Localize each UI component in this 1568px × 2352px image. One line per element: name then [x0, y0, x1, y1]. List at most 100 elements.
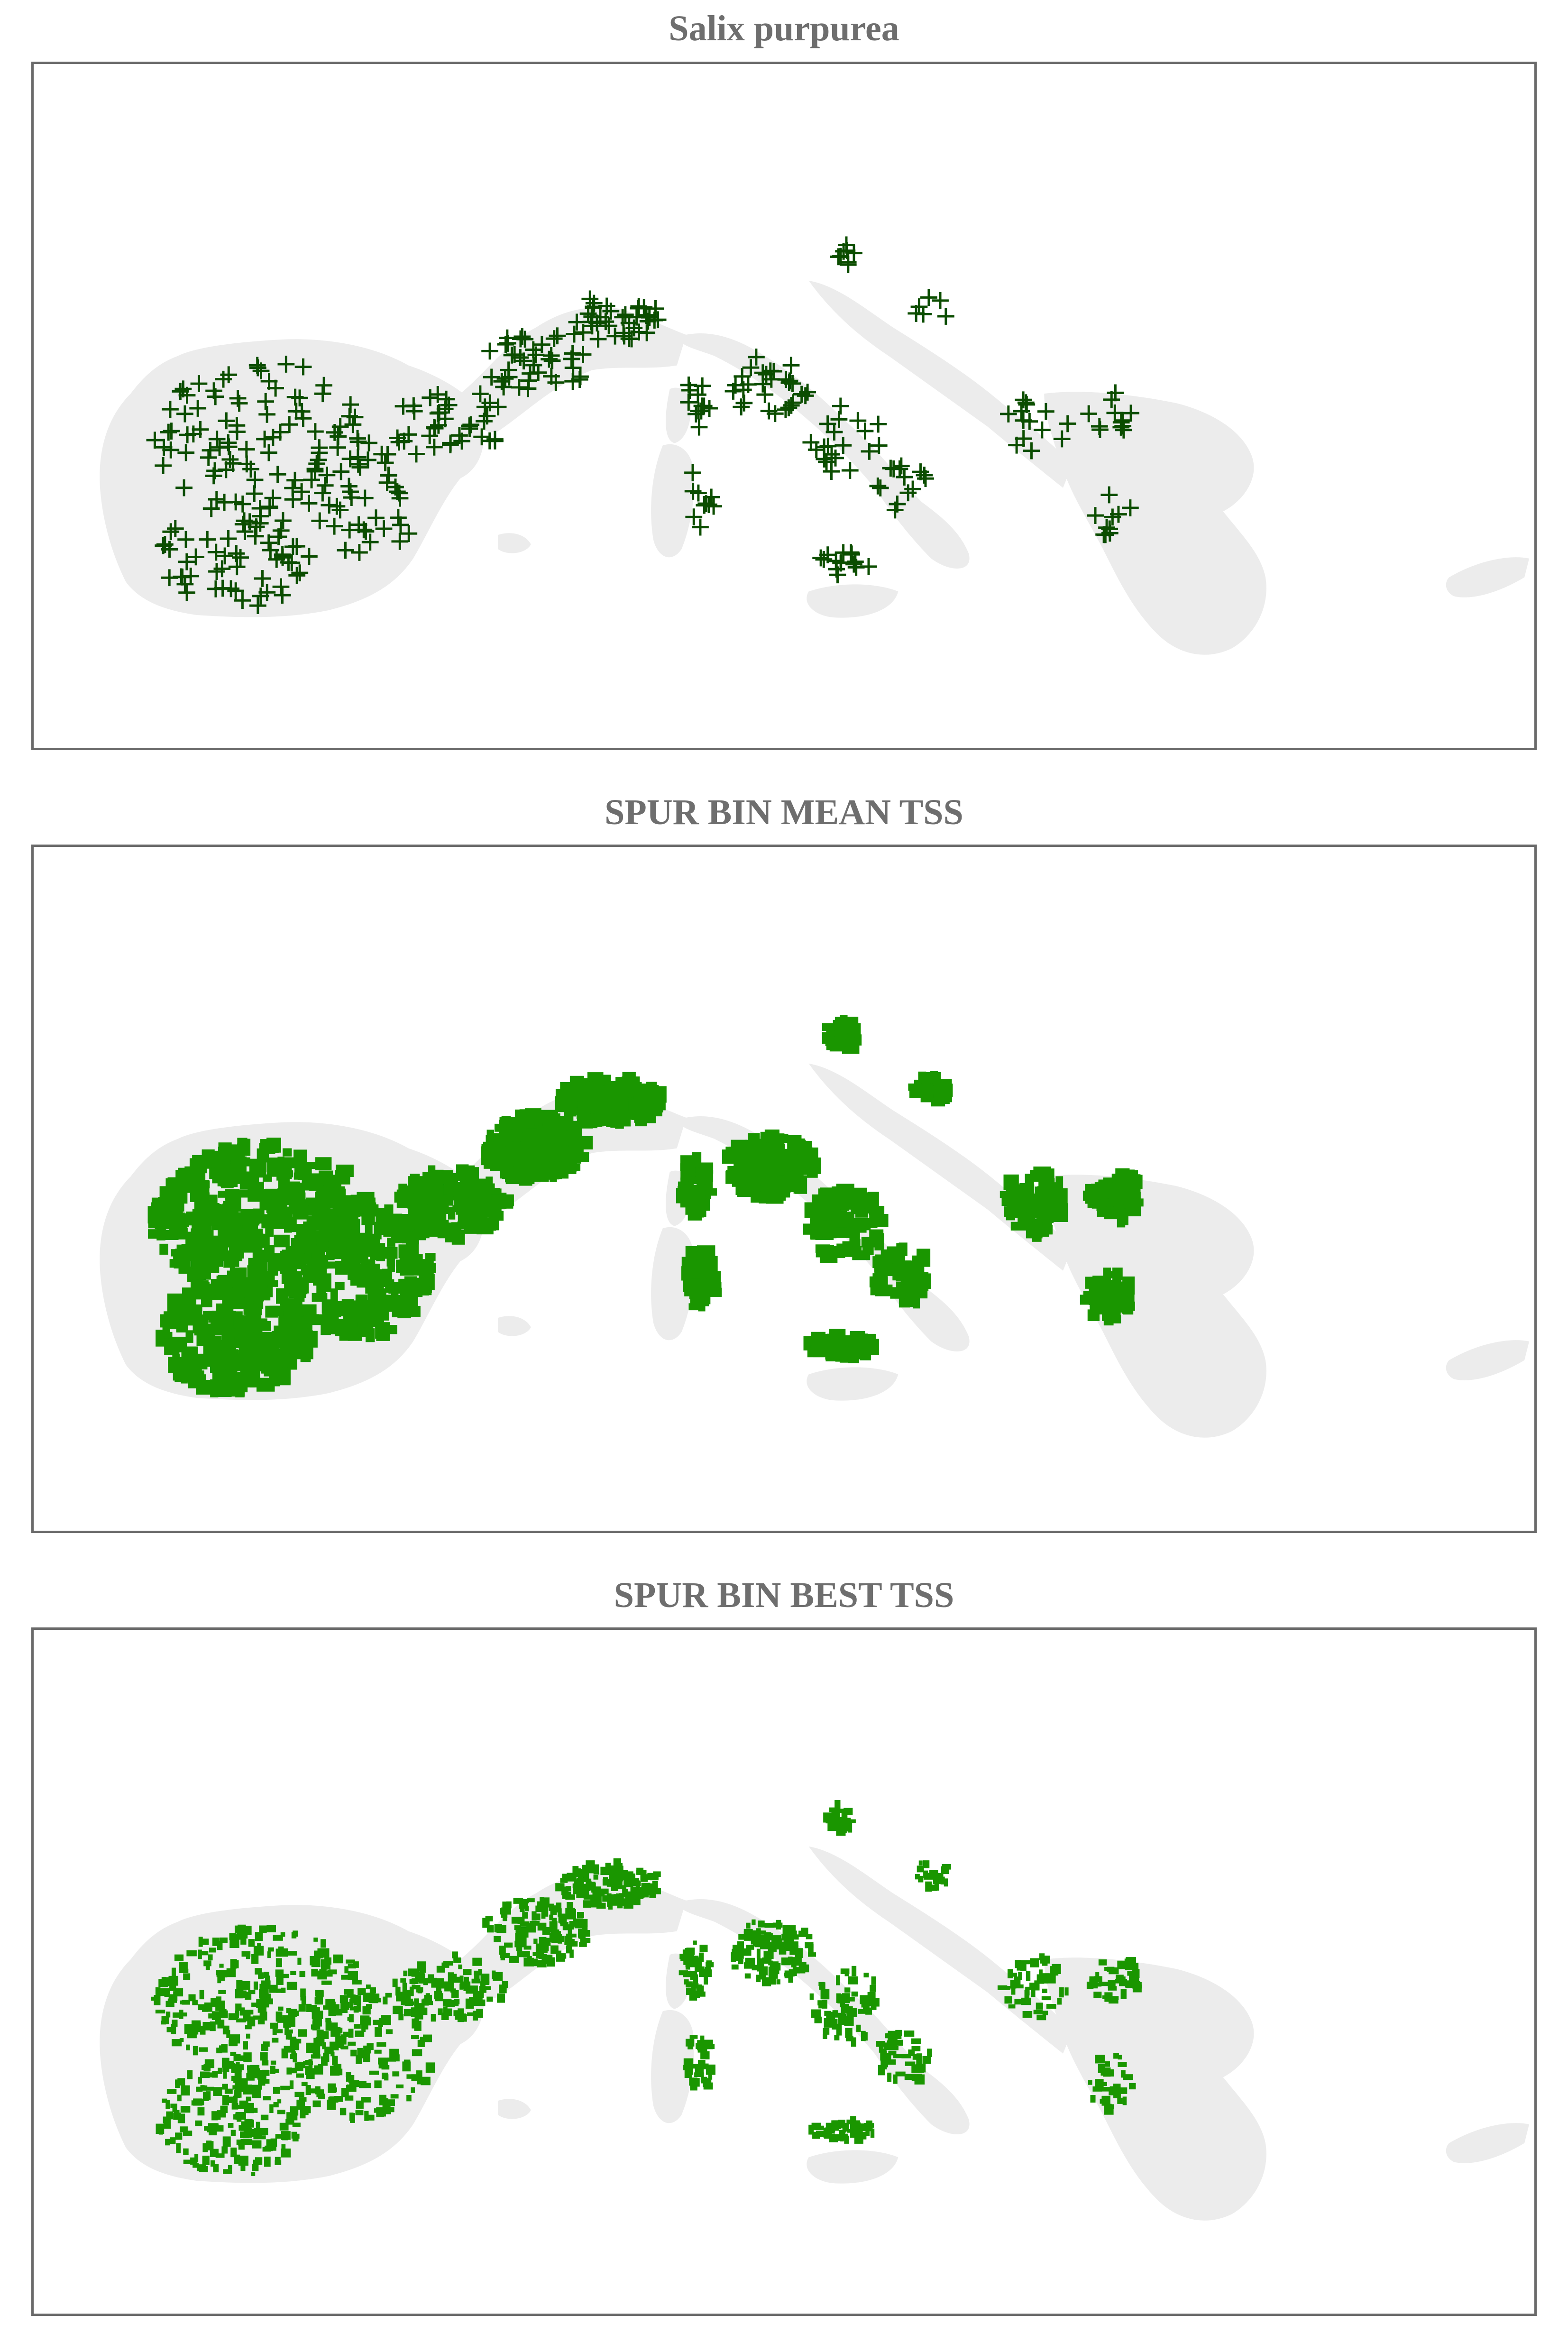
suitable-cell [322, 1304, 330, 1318]
suitable-cell [273, 2086, 280, 2094]
suitable-cell [321, 1320, 331, 1335]
balearic-land [498, 1316, 531, 1336]
occurrence-marker [342, 396, 359, 413]
suitable-cell [874, 1234, 882, 1247]
suitable-cell [474, 1974, 478, 1983]
suitable-cell [1098, 2064, 1105, 2073]
suitable-cell [497, 1993, 505, 2003]
suitable-cell [297, 1957, 302, 1965]
suitable-cell [366, 1984, 371, 1989]
suitable-cell [836, 1817, 843, 1821]
occurrence-marker [288, 567, 306, 584]
suitable-cell [509, 1956, 519, 1963]
suitable-cell [569, 1921, 575, 1927]
suitable-cell [361, 2096, 371, 2103]
suitable-cell [277, 2006, 284, 2011]
occurrence-marker [1015, 430, 1032, 447]
suitable-cell [313, 2038, 318, 2049]
occurrence-marker [224, 455, 242, 472]
suitable-cell [376, 2042, 386, 2047]
suitable-cell [409, 1986, 414, 1996]
occurrence-marker [178, 584, 195, 601]
suitable-cell [277, 2017, 288, 2023]
suitable-cell [385, 2029, 393, 2034]
occurrence-marker [176, 405, 193, 423]
suitable-cell [292, 2135, 299, 2141]
suitable-cell [266, 1340, 279, 1352]
suitable-cell [683, 2058, 694, 2067]
suitable-cell [863, 1973, 869, 1978]
suitable-cell [768, 1945, 772, 1956]
suitable-cell [325, 2018, 331, 2022]
suitable-cell [1059, 1987, 1064, 1998]
occurrence-marker [937, 308, 954, 325]
suitable-cell [463, 1986, 469, 1991]
occurrence-marker [685, 508, 703, 526]
suitable-cell [230, 2051, 237, 2056]
suitable-cell [330, 2051, 335, 2057]
occurrence-marker [473, 428, 491, 446]
suitable-cell [490, 1187, 500, 1195]
suitable-cell [893, 2054, 903, 2058]
suitable-cell [347, 1303, 357, 1318]
suitable-cell [1118, 2062, 1127, 2067]
occurrence-marker [286, 471, 303, 489]
occurrence-marker [1115, 421, 1132, 439]
occurrence-marker [294, 410, 312, 427]
occurrence-marker [189, 400, 207, 417]
suitable-cell [414, 2017, 420, 2023]
suitable-cell [289, 1217, 297, 1232]
suitable-cell [387, 1238, 395, 1247]
suitable-cell [501, 1907, 511, 1915]
occurrence-marker [256, 431, 273, 448]
occurrence-marker [524, 341, 542, 358]
suitable-cell [569, 1949, 574, 1958]
suitable-cell [378, 2022, 384, 2027]
occurrence-marker [606, 327, 624, 345]
occurrence-marker [300, 495, 318, 512]
suitable-cell [443, 1961, 453, 1966]
greece-land [1044, 1957, 1266, 2221]
suitable-cell [168, 1357, 186, 1367]
occurrence-marker [793, 386, 810, 403]
suitable-cell [376, 2107, 384, 2117]
suitable-cell [706, 1960, 712, 1965]
suitable-cell [412, 2049, 422, 2057]
occurrence-marker [589, 331, 607, 348]
occurrence-marker [839, 256, 857, 274]
occurrence-marker [392, 516, 409, 533]
suitable-cell [836, 2026, 842, 2036]
occurrence-marker [284, 491, 302, 508]
suitable-cell [193, 2046, 199, 2056]
suitable-cell [252, 2140, 262, 2149]
suitable-cell [693, 1994, 700, 1998]
occurrence-marker [754, 376, 771, 393]
occurrence-marker [600, 317, 618, 334]
suitable-cell [578, 1930, 586, 1939]
suitable-cell [887, 2072, 892, 2082]
suitable-cell [622, 1889, 628, 1894]
occurrence-marker [483, 368, 500, 386]
suitable-cell [246, 1286, 264, 1302]
suitable-cell [224, 2088, 233, 2094]
suitable-cell [880, 2057, 889, 2067]
suitable-cell [536, 1954, 541, 1959]
suitable-cell [636, 1870, 647, 1875]
suitable-cell [915, 1874, 920, 1880]
suitable-cell [223, 2070, 227, 2079]
occurrence-marker [861, 443, 878, 460]
suitable-cell [166, 2027, 174, 2032]
suitable-cell [412, 1985, 421, 1990]
suitable-cell [643, 1885, 649, 1892]
suitable-cell [351, 1234, 368, 1252]
suitable-cell [916, 2053, 922, 2058]
suitable-cell [896, 2040, 903, 2046]
suitable-cell [184, 2026, 194, 2033]
occurrence-marker [274, 549, 291, 566]
suitable-cell [299, 1330, 308, 1340]
suitable-cell [870, 2128, 875, 2138]
suitable-cell [373, 2020, 382, 2025]
suitable-cell [250, 1370, 260, 1387]
suitable-cell [538, 1129, 555, 1144]
suitable-cell [850, 2120, 860, 2129]
